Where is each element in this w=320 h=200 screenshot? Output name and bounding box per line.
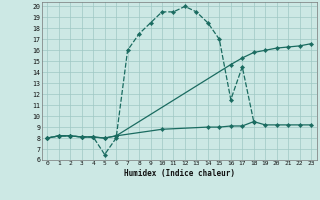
X-axis label: Humidex (Indice chaleur): Humidex (Indice chaleur) [124,169,235,178]
